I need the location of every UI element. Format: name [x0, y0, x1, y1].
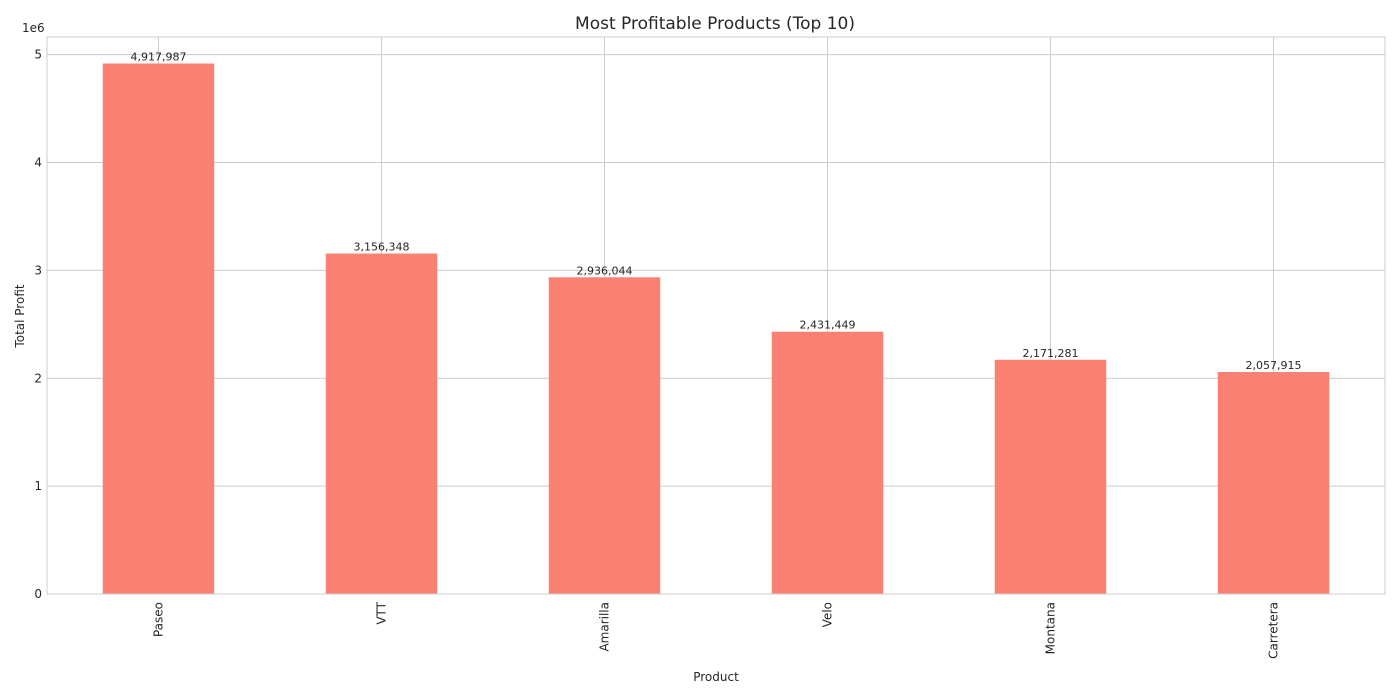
x-tick-label: Carretera	[1267, 602, 1281, 659]
y-tick-label: 4	[34, 156, 42, 170]
bar	[548, 277, 661, 594]
bar-data-label: 2,171,281	[1023, 347, 1079, 360]
y-tick-label: 2	[34, 371, 42, 385]
y-tick-label: 1	[34, 479, 42, 493]
y-axis-label: Total Profit	[13, 284, 27, 348]
bars	[102, 63, 1330, 594]
y-tick-label: 5	[34, 48, 42, 62]
grid	[47, 37, 1385, 595]
bar	[1217, 372, 1330, 594]
bar	[771, 331, 884, 594]
x-tick-label: VTT	[375, 601, 389, 624]
bar	[325, 253, 438, 594]
x-tick-label: Montana	[1044, 602, 1058, 654]
y-scale-label: 1e6	[22, 21, 45, 35]
y-tick-label: 3	[34, 263, 42, 277]
x-tick-label: Velo	[821, 602, 835, 627]
data-labels: 4,917,987 3,156,348 2,936,044 2,431,449 2,17…	[131, 51, 1302, 373]
bar-data-label: 2,936,044	[577, 264, 633, 277]
bar	[102, 63, 215, 594]
x-axis-ticks: Paseo VTT Amarilla Velo Montana Carretera	[152, 601, 1281, 659]
bar-data-label: 4,917,987	[131, 51, 187, 64]
bar-data-label: 2,431,449	[800, 319, 856, 332]
x-axis-label: Product	[693, 670, 739, 684]
x-tick-label: Paseo	[152, 602, 166, 637]
x-tick-label: Amarilla	[598, 602, 612, 652]
bar	[994, 359, 1107, 594]
y-axis-ticks: 0 1 2 3 4 5	[34, 48, 42, 601]
bar-data-label: 3,156,348	[354, 241, 410, 254]
chart-title: Most Profitable Products (Top 10)	[575, 14, 855, 34]
y-tick-label: 0	[34, 587, 42, 601]
plot-frame	[46, 36, 1386, 595]
bar-data-label: 2,057,915	[1246, 359, 1302, 372]
